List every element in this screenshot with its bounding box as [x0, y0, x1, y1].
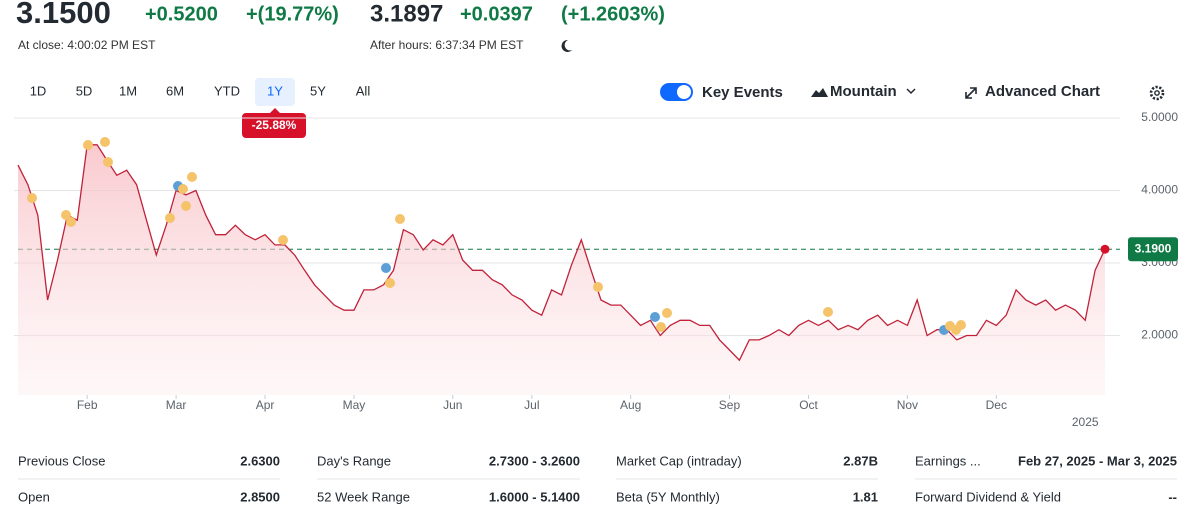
- range-button[interactable]: 1Y: [267, 83, 283, 98]
- x-tick-label: May: [343, 398, 366, 412]
- range-button[interactable]: 1D: [30, 83, 47, 98]
- y-tick-label: 5.0000: [1141, 110, 1178, 124]
- event-dot[interactable]: [650, 312, 660, 322]
- stat-label: Open: [18, 489, 50, 504]
- gear-teeth: [1149, 85, 1165, 101]
- settings-icon[interactable]: [1149, 85, 1165, 101]
- event-dot[interactable]: [823, 307, 833, 317]
- range-selected-bg: [255, 78, 295, 106]
- x-tick-label: Dec: [986, 398, 1007, 412]
- x-tick-label: Apr: [256, 398, 275, 412]
- stat-label: Previous Close: [18, 453, 105, 468]
- mountain-icon: [811, 88, 828, 97]
- event-dots: [27, 137, 966, 335]
- range-button[interactable]: All: [356, 83, 371, 98]
- stat-value: 2.87B: [843, 453, 878, 468]
- x-tick-label: Jun: [443, 398, 462, 412]
- chevron: [906, 88, 916, 95]
- chart-type[interactable]: Mountain: [830, 83, 897, 100]
- after-hours-price: 3.1897: [370, 0, 443, 27]
- event-dot[interactable]: [187, 172, 197, 182]
- event-dot[interactable]: [66, 217, 76, 227]
- x-tick-label: Sep: [719, 398, 741, 412]
- event-dot[interactable]: [278, 235, 288, 245]
- stat-value: 1.81: [853, 489, 878, 504]
- range-change: -25.88%: [252, 118, 297, 132]
- stat-label: Forward Dividend & Yield: [915, 489, 1061, 504]
- stat-value: 2.7300 - 3.2600: [489, 453, 580, 468]
- range-button[interactable]: 5D: [76, 83, 93, 98]
- y-tick-label: 2.0000: [1141, 328, 1178, 342]
- event-dot[interactable]: [27, 193, 37, 203]
- event-dot[interactable]: [956, 320, 966, 330]
- range-buttons: 1D 5D 1M 6M YTD -25.88% 1Y 5Y All: [30, 78, 371, 138]
- toggle-knob: [677, 85, 691, 99]
- change-percent: +(19.77%): [246, 3, 339, 25]
- change: +0.5200: [145, 3, 218, 25]
- stats-table: Previous Close 2.6300 Day's Range 2.7300 - …: [18, 453, 1177, 504]
- gear-hub: [1154, 90, 1160, 96]
- stat-value: 2.8500: [240, 489, 280, 504]
- stat-label: Beta (5Y Monthly): [616, 489, 720, 504]
- last-price-label: 3.1900: [1135, 241, 1172, 255]
- range-change-badge: [242, 113, 306, 138]
- after-hours-change: +0.0397: [460, 3, 533, 25]
- event-dot[interactable]: [83, 140, 93, 150]
- event-dot[interactable]: [103, 157, 113, 167]
- event-dot[interactable]: [61, 210, 71, 220]
- x-tick-label: Feb: [77, 398, 98, 412]
- price-line: [17, 144, 1106, 362]
- range-button[interactable]: 6M: [166, 83, 184, 98]
- event-dot[interactable]: [593, 282, 603, 292]
- last-price-box: [1128, 237, 1178, 262]
- stat-value: Feb 27, 2025 - Mar 3, 2025: [1018, 453, 1177, 468]
- y-tick-label: 4.0000: [1141, 183, 1178, 197]
- range-button[interactable]: 5Y: [310, 83, 326, 98]
- moon-icon: [561, 39, 572, 52]
- range-button[interactable]: YTD: [214, 83, 240, 98]
- x-tick-label: Aug: [620, 398, 641, 412]
- x-tick-label: Mar: [166, 398, 187, 412]
- badge-arrow: [270, 108, 280, 113]
- event-dot[interactable]: [385, 278, 395, 288]
- event-dot[interactable]: [395, 214, 405, 224]
- stat-value: 1.6000 - 5.1400: [489, 489, 580, 504]
- advanced-chart[interactable]: Advanced Chart: [985, 83, 1100, 100]
- stat-label: Day's Range: [317, 453, 391, 468]
- event-dot[interactable]: [662, 308, 672, 318]
- stat-label: Market Cap (intraday): [616, 453, 742, 468]
- event-dot[interactable]: [178, 184, 188, 194]
- stat-value: 2.6300: [240, 453, 280, 468]
- event-dot[interactable]: [165, 213, 175, 223]
- expand-icon: [965, 87, 977, 99]
- stat-label: 52 Week Range: [317, 489, 410, 504]
- key-events-toggle[interactable]: [660, 83, 693, 101]
- after-hours-time: After hours: 6:37:34 PM EST: [370, 38, 524, 52]
- after-hours-change-percent: (+1.2603%): [561, 3, 665, 25]
- x-tick-label: Nov: [897, 398, 918, 412]
- range-button[interactable]: 1M: [119, 83, 137, 98]
- last-point: [1100, 244, 1110, 254]
- stat-label: Earnings ...: [915, 453, 981, 468]
- event-dot[interactable]: [181, 201, 191, 211]
- x-tick-label: Jul: [524, 398, 539, 412]
- event-dot[interactable]: [656, 322, 666, 332]
- stat-value: --: [1168, 489, 1177, 504]
- key-events-label[interactable]: Key Events: [702, 84, 783, 101]
- event-dot[interactable]: [381, 263, 391, 273]
- price-area: [18, 144, 1105, 395]
- x-tick-label: Oct: [799, 398, 818, 412]
- price: 3.1500: [16, 0, 111, 30]
- x-year-label: 2025: [1072, 415, 1099, 429]
- close-time: At close: 4:00:02 PM EST: [18, 38, 156, 52]
- event-dot[interactable]: [100, 137, 110, 147]
